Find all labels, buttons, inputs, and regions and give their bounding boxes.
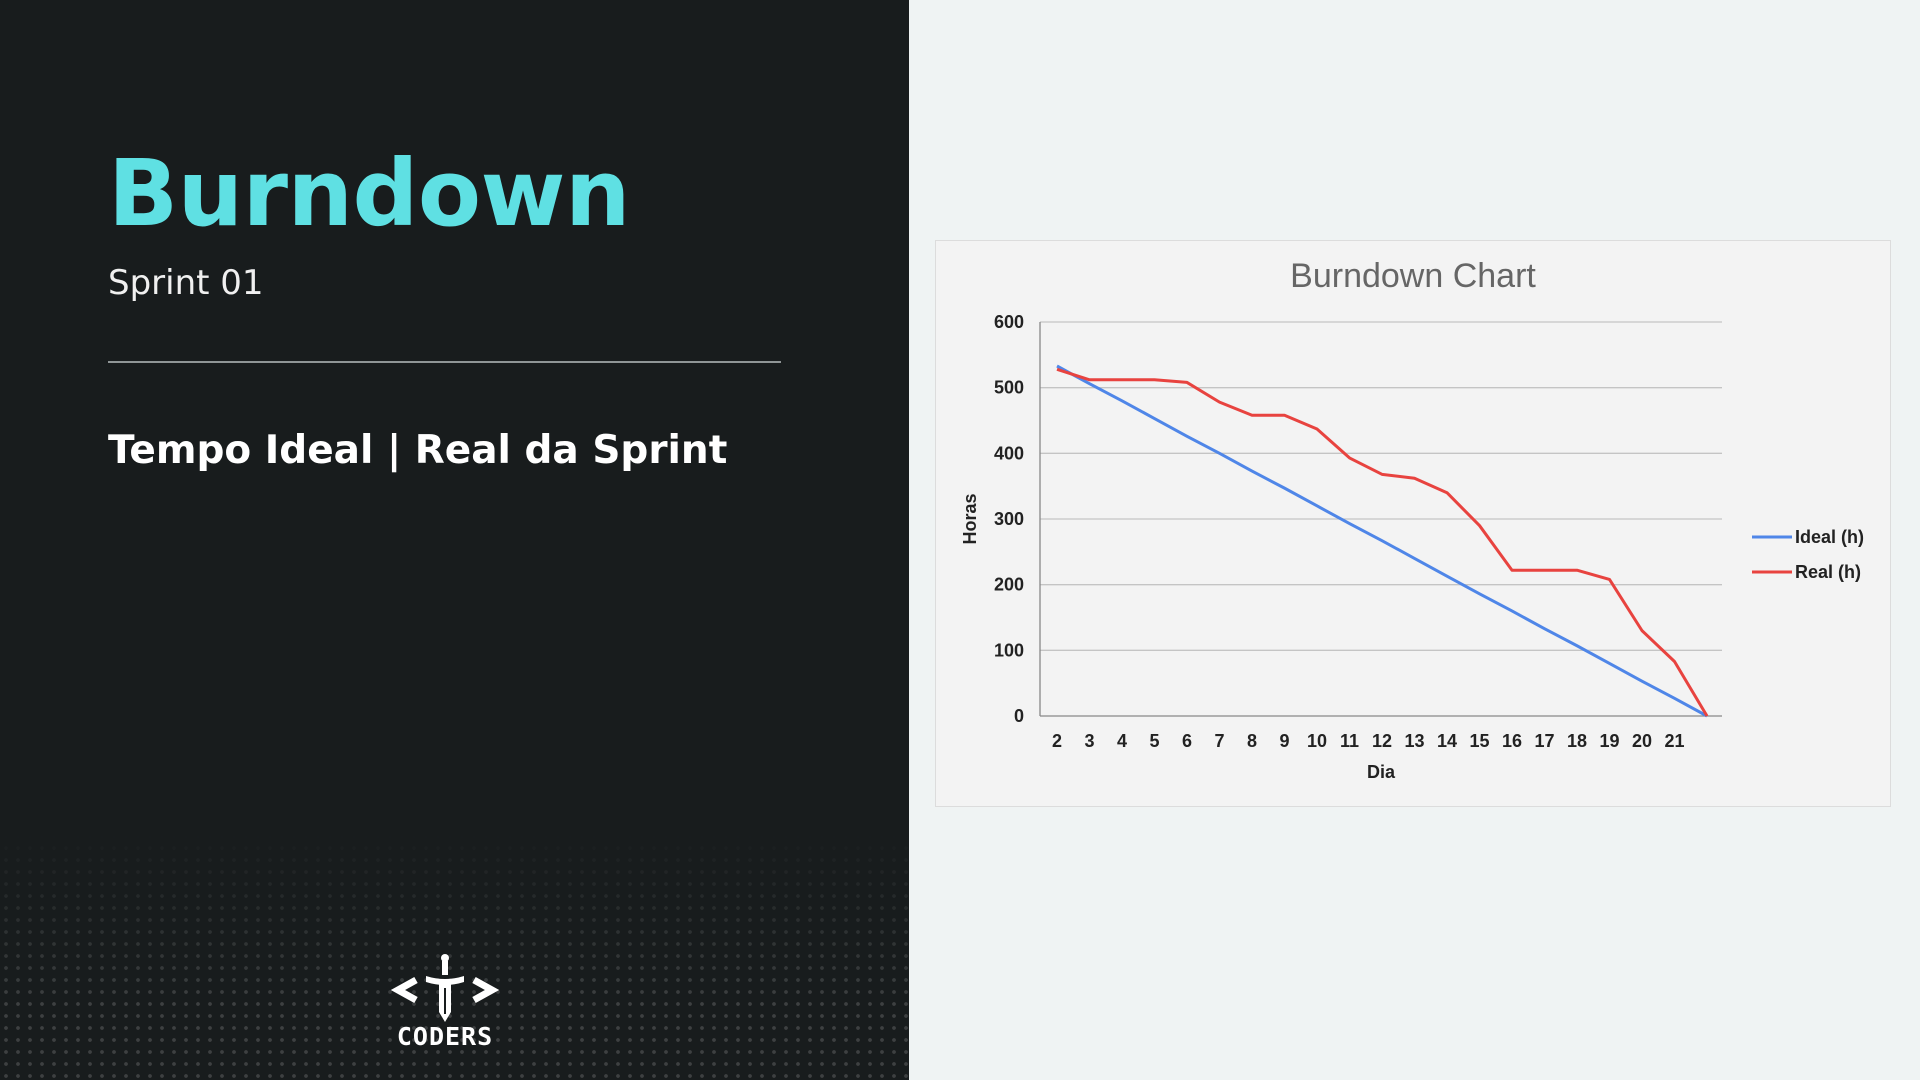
y-tick-label: 0 xyxy=(1014,706,1024,726)
y-tick-label: 200 xyxy=(994,575,1024,595)
x-tick-label: 15 xyxy=(1469,731,1489,751)
x-tick-label: 3 xyxy=(1084,731,1094,751)
x-tick-label: 13 xyxy=(1404,731,1424,751)
left-panel: Burndown Sprint 01 Tempo Ideal | Real da… xyxy=(0,0,909,1080)
x-tick-label: 21 xyxy=(1664,731,1684,751)
x-axis-label: Dia xyxy=(1367,762,1396,782)
chart-title: Burndown Chart xyxy=(1290,257,1536,295)
x-tick-label: 17 xyxy=(1534,731,1554,751)
x-tick-label: 8 xyxy=(1247,731,1257,751)
dot-pattern-decoration xyxy=(0,830,909,1080)
x-tick-label: 14 xyxy=(1437,731,1457,751)
slide-title: Burndown xyxy=(108,140,631,247)
y-tick-label: 400 xyxy=(994,443,1024,463)
x-tick-label: 19 xyxy=(1599,731,1619,751)
coders-logo: CODERS xyxy=(390,952,500,1052)
x-tick-label: 16 xyxy=(1502,731,1522,751)
x-tick-label: 4 xyxy=(1117,731,1127,751)
burndown-chart: Burndown Chart 0 100 200 300 400 500 600 2 3 4 5 6 7 8… xyxy=(935,240,1891,807)
series-line-ideal xyxy=(1056,364,1708,718)
y-tick-label: 100 xyxy=(994,640,1024,660)
x-tick-label: 18 xyxy=(1567,731,1587,751)
legend-label: Real (h) xyxy=(1795,562,1861,582)
y-tick-label: 500 xyxy=(994,378,1024,398)
x-tick-label: 12 xyxy=(1372,731,1392,751)
section-heading: Tempo Ideal | Real da Sprint xyxy=(108,428,728,473)
y-tick-label: 600 xyxy=(994,312,1024,332)
slide-subtitle: Sprint 01 xyxy=(108,263,264,303)
x-tick-label: 10 xyxy=(1307,731,1327,751)
y-axis-label: Horas xyxy=(960,493,980,544)
x-tick-label: 2 xyxy=(1052,731,1062,751)
divider xyxy=(108,361,781,363)
x-tick-label: 9 xyxy=(1279,731,1289,751)
sword-brackets-icon xyxy=(390,954,500,1022)
y-tick-label: 300 xyxy=(994,509,1024,529)
x-tick-label: 7 xyxy=(1214,731,1224,751)
x-tick-label: 20 xyxy=(1632,731,1652,751)
legend-label: Ideal (h) xyxy=(1795,527,1864,547)
chart-svg: Burndown Chart 0 100 200 300 400 500 600 2 3 4 5 6 7 8… xyxy=(960,257,1864,782)
x-tick-label: 6 xyxy=(1182,731,1192,751)
logo-text: CODERS xyxy=(396,1022,494,1051)
x-tick-label: 5 xyxy=(1149,731,1159,751)
x-tick-label: 11 xyxy=(1340,731,1359,751)
